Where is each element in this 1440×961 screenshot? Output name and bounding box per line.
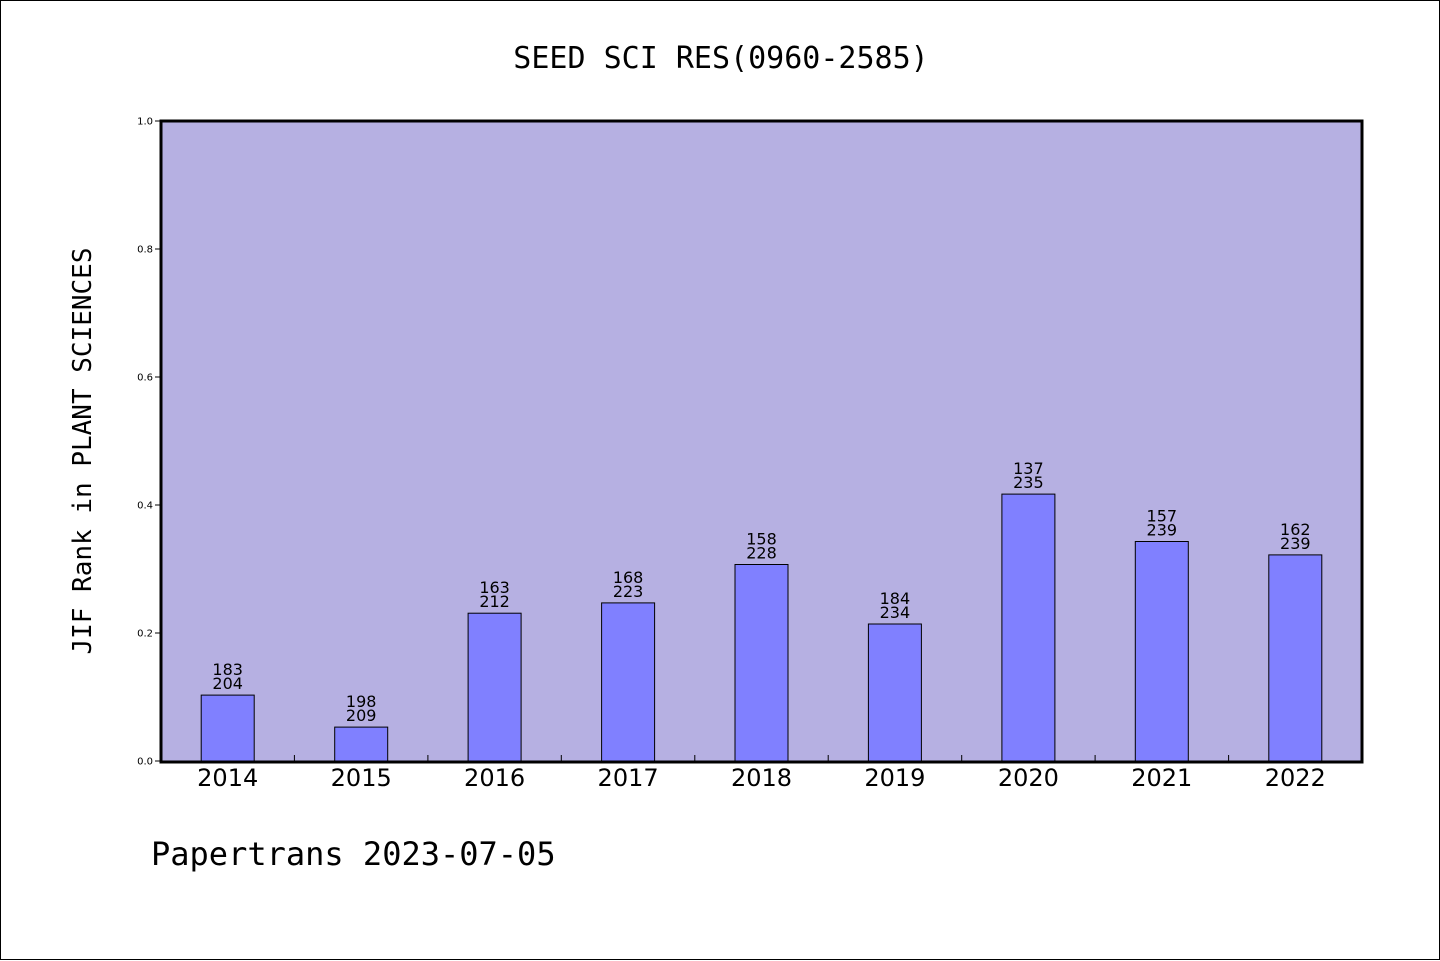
bar-2015 [334, 726, 389, 762]
x-tick-label-2015: 2015 [331, 764, 392, 792]
total-label-2021: 239 [1147, 521, 1178, 540]
y-tick-label: 0.8 [137, 245, 153, 256]
x-tick-label-2018: 2018 [731, 764, 792, 792]
chart-title: SEED SCI RES(0960-2585) [513, 41, 928, 76]
total-label-2014: 204 [212, 674, 243, 693]
bar-2014 [200, 694, 255, 762]
rank-label-2019: 184 [880, 589, 911, 608]
y-tick-label: 0.4 [137, 501, 153, 512]
bar-2018 [734, 564, 789, 762]
bar-2020 [1001, 493, 1056, 762]
y-tick-label: 1.0 [137, 117, 153, 128]
x-tick-label-2022: 2022 [1265, 764, 1326, 792]
total-label-2015: 209 [346, 706, 377, 725]
total-label-2016: 212 [479, 592, 510, 611]
x-tick-label-2020: 2020 [998, 764, 1059, 792]
total-label-2020: 235 [1013, 473, 1044, 492]
rank-label-2014: 183 [212, 660, 243, 679]
rank-label-2015: 198 [346, 692, 377, 711]
x-tick-label-2017: 2017 [598, 764, 659, 792]
total-label-2022: 239 [1280, 534, 1311, 553]
rank-label-2018: 158 [746, 530, 777, 549]
x-tick-label-2016: 2016 [464, 764, 525, 792]
x-tick-label-2014: 2014 [197, 764, 258, 792]
x-tick-label-2021: 2021 [1131, 764, 1192, 792]
bars-group: 1832041982091632121682231582281842341372… [200, 459, 1323, 762]
ticks-group: 2014 2015 2016 2017 2018 2019 2020 2021 2022 0.0 0… [137, 117, 1326, 793]
rank-label-2021: 157 [1147, 507, 1178, 526]
bar-2021 [1134, 541, 1189, 762]
footer-text: Papertrans 2023-07-05 [151, 835, 556, 873]
total-label-2019: 234 [880, 603, 911, 622]
plot-border [159, 119, 1364, 764]
y-tick-label: 0.2 [137, 629, 153, 640]
y-axis-label: JIF Rank in PLANT SCIENCES [68, 248, 98, 655]
rank-label-2016: 163 [479, 578, 510, 597]
bar-2019 [867, 623, 922, 762]
rank-label-2017: 168 [613, 568, 644, 587]
bar-2016 [467, 612, 522, 762]
total-label-2017: 223 [613, 582, 644, 601]
total-label-2018: 228 [746, 544, 777, 563]
bar-2022 [1268, 554, 1323, 762]
bar-2017 [601, 602, 656, 762]
rank-label-2022: 162 [1280, 520, 1311, 539]
y-tick-label: 0.6 [137, 373, 153, 384]
x-tick-label-2019: 2019 [864, 764, 925, 792]
y-tick-label: 0.0 [137, 757, 153, 768]
rank-label-2020: 137 [1013, 459, 1044, 478]
